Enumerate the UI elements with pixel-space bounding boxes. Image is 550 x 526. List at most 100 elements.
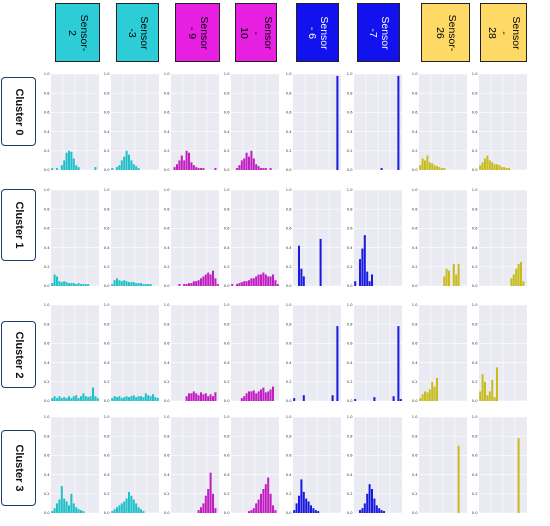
y-tick-label: 0.2 [104,149,110,153]
histogram-bar [457,263,460,286]
histogram-bar [132,164,135,170]
histogram-bar [192,281,195,286]
y-tick-label: 0.2 [286,265,292,269]
histogram-bar [173,167,176,170]
histogram-bar [178,284,181,286]
histogram-bar [519,262,523,286]
y-tick-label: 0.2 [44,380,50,384]
histogram-bar [132,282,135,286]
histogram-bar [51,168,54,170]
histogram-bar [264,168,267,170]
histogram-bar [366,493,369,513]
histogram-bar [495,164,499,170]
y-tick-label: 0.6 [286,454,292,458]
histogram-bar [431,381,434,401]
histogram-bar [113,280,116,286]
y-tick-label: 0.0 [412,399,418,403]
histogram-panel-c2-s4: 0.0 0.2 0.4 0.6 0.8 1.0 [224,303,279,403]
histogram-bar [250,150,253,170]
y-tick-label: 0.4 [472,130,478,134]
y-tick-label: 0.0 [224,511,230,515]
histogram-bar [293,510,296,513]
y-tick-label: 0.0 [104,168,110,172]
histogram-bar [65,282,68,286]
y-tick-label: 0.2 [164,265,170,269]
histogram-bar [317,511,320,513]
histogram-bar [267,391,270,401]
y-tick-label: 1.0 [224,72,230,76]
y-tick-label: 0.8 [164,322,170,326]
histogram-bar [421,158,424,170]
histogram-bar [354,281,357,286]
histogram-bar [51,511,54,513]
histogram-bar [111,398,114,401]
y-tick-label: 0.6 [412,342,418,346]
histogram-bar [130,160,133,170]
histogram-bar [250,278,253,286]
histogram-bar [60,165,63,170]
histogram-bar [142,397,145,401]
y-tick-label: 1.0 [347,72,353,76]
histogram-bar [51,398,54,401]
histogram-bar [149,284,152,286]
histogram-bar [77,283,80,286]
histogram-bar [207,272,210,286]
y-tick-label: 0.2 [412,492,418,496]
y-tick-label: 0.4 [104,130,110,134]
cluster-label-text: Cluster 2 [12,330,25,379]
y-tick-label: 0.8 [347,322,353,326]
histogram-bar [252,158,255,170]
histogram-bar [127,282,131,286]
histogram-bar [207,396,210,401]
y-tick-label: 0.4 [104,473,110,477]
y-tick-label: 0.2 [164,492,170,496]
histogram-bar [209,394,212,401]
y-tick-label: 0.6 [164,342,170,346]
y-tick-label: 0.8 [224,91,230,95]
histogram-bar [336,75,339,170]
y-tick-label: 0.6 [347,342,353,346]
histogram-bar [445,268,448,286]
y-tick-label: 0.2 [104,380,110,384]
histogram-bar [255,164,258,170]
y-tick-label: 0.8 [286,91,292,95]
y-tick-label: 1.0 [472,415,478,419]
histogram-panel-c3-s1: 0.0 0.2 0.4 0.6 0.8 1.0 [44,415,99,515]
y-tick-label: 1.0 [44,415,50,419]
histogram-bar [113,396,116,401]
histogram-bar [214,392,217,401]
histogram-bar [111,168,114,170]
histogram-bar [314,510,317,513]
y-tick-label: 0.2 [164,149,170,153]
y-tick-label: 1.0 [472,188,478,192]
y-tick-label: 0.4 [224,473,230,477]
y-tick-label: 0.6 [412,227,418,231]
y-tick-label: 0.2 [224,380,230,384]
histogram-bar [368,281,371,286]
histogram-bar [392,396,395,401]
histogram-panel-c3-s7: 0.0 0.2 0.4 0.6 0.8 1.0 [412,415,467,515]
histogram-bar [247,391,251,401]
histogram-bar [361,508,364,513]
histogram-bar [373,498,376,513]
histogram-panel-c0-s6: 0.0 0.2 0.4 0.6 0.8 1.0 [347,72,402,172]
histogram-bar [123,501,126,513]
histogram-bar [493,164,496,170]
y-tick-label: 1.0 [104,72,110,76]
histogram-panel-c2-s2: 0.0 0.2 0.4 0.6 0.8 1.0 [104,303,159,403]
y-tick-label: 0.0 [472,284,478,288]
histogram-bar [373,397,376,401]
histogram-bar [361,248,364,286]
histogram-bar [82,511,85,513]
histogram-bar [60,398,63,401]
histogram-panel-c0-s3: 0.0 0.2 0.4 0.6 0.8 1.0 [164,72,219,172]
histogram-bar [199,168,203,170]
histogram-bar [235,168,239,170]
sensor-header-4: Sensor - 10 [235,3,277,62]
y-tick-label: 0.2 [224,265,230,269]
y-tick-label: 0.4 [164,246,170,250]
y-tick-label: 0.4 [286,361,292,365]
y-tick-label: 0.8 [44,207,50,211]
histogram-bar [214,168,217,170]
